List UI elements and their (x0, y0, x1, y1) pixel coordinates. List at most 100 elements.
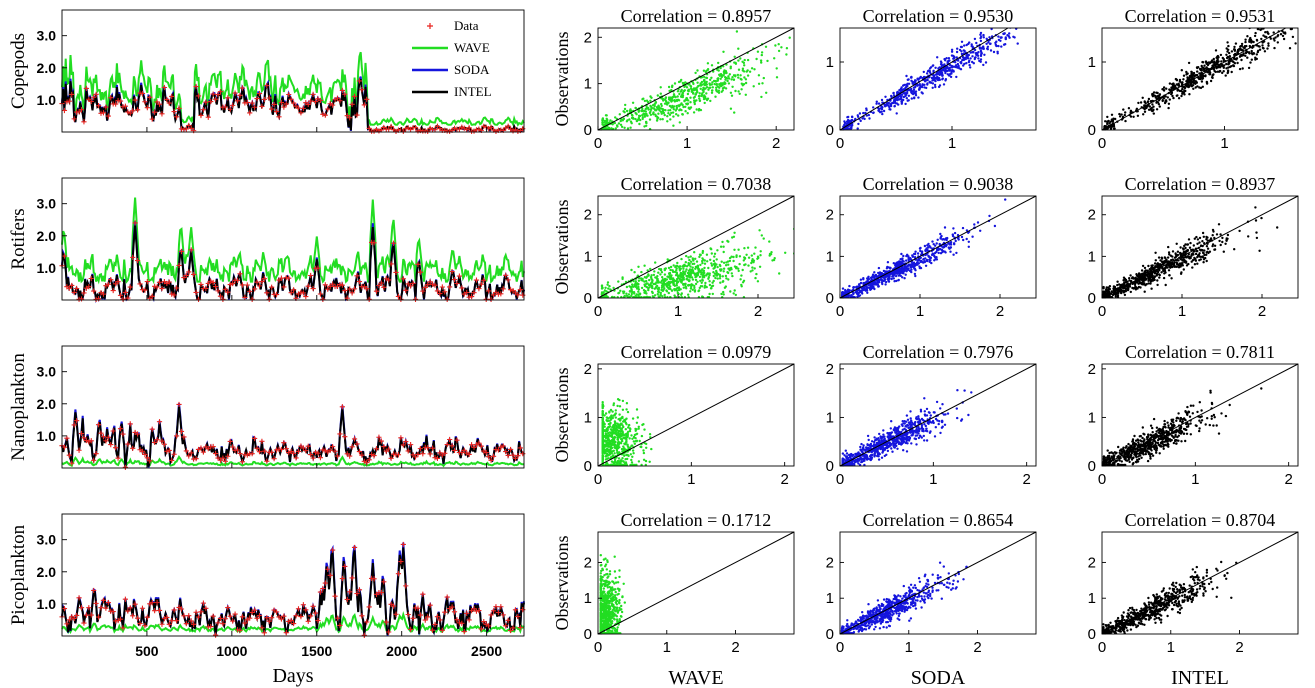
scatter-point (1178, 251, 1182, 255)
scatter-point (1221, 236, 1224, 240)
scatter-point (904, 83, 908, 87)
data-point (186, 453, 192, 459)
scatter-point (884, 95, 887, 99)
scatter-point (1152, 108, 1155, 111)
scatter-point (1198, 67, 1202, 71)
scatter-point (975, 41, 978, 45)
data-point (249, 451, 255, 457)
scatter-point (924, 264, 928, 267)
data-point (322, 112, 328, 118)
data-point (188, 125, 194, 131)
data-point (495, 447, 502, 453)
data-point (252, 104, 258, 110)
scatter-point (1193, 237, 1197, 240)
scatter-point (1176, 94, 1179, 97)
scatter-point (612, 127, 615, 130)
data-point (110, 428, 116, 434)
scatter-point (904, 273, 907, 276)
scatter-point (679, 275, 682, 278)
scatter-point (979, 229, 982, 232)
scatter-point (1133, 281, 1136, 285)
scatter-point (731, 85, 734, 89)
data-point (493, 128, 499, 134)
scatter-point (930, 261, 933, 265)
scatter-point (690, 283, 693, 286)
data-point (300, 602, 306, 608)
data-point (249, 609, 255, 616)
scatter-point (666, 115, 669, 118)
scatter-point (1282, 31, 1285, 34)
data-point (227, 281, 233, 288)
scatter-point (903, 277, 906, 280)
data-point (232, 611, 238, 617)
scatter-point (1240, 44, 1244, 48)
scatter-point (1201, 77, 1204, 81)
scatter-point (879, 107, 883, 110)
scatter-point (620, 125, 624, 128)
scatter-point (914, 81, 917, 84)
scatter-point (997, 44, 1000, 48)
data-point (273, 447, 280, 453)
scatter-point (1201, 85, 1205, 89)
scatter-point (628, 285, 631, 288)
data-point (159, 111, 165, 117)
legend-label-wave: WAVE (454, 40, 490, 55)
data-point (449, 604, 455, 610)
y-tick-label: 1 (826, 54, 834, 71)
correlation-title: Correlation = 0.7038 (621, 174, 772, 194)
scatter-point (685, 278, 688, 281)
scatter-point (1210, 76, 1214, 79)
data-point (320, 585, 326, 592)
data-point (395, 452, 402, 458)
scatter-point (617, 280, 620, 283)
scatter-point (722, 245, 725, 248)
scatter-point (965, 62, 968, 65)
data-point (203, 99, 209, 105)
scatter-point (657, 105, 660, 108)
scatter-point (694, 267, 697, 270)
scatter-point (697, 296, 701, 298)
scatter-point (866, 291, 869, 294)
scatter-point (810, 51, 812, 53)
data-point (351, 436, 358, 442)
data-point (120, 431, 126, 437)
scatter-point (727, 263, 730, 266)
scatter-point (1147, 108, 1151, 112)
data-point (310, 455, 316, 461)
scatter-point (641, 114, 644, 117)
scatter-point (679, 288, 682, 291)
data-point (300, 105, 306, 111)
data-point (425, 614, 431, 620)
data-point (217, 293, 224, 299)
scatter-point (889, 266, 892, 270)
scatter-point (884, 280, 888, 284)
scatter-point (688, 262, 691, 266)
data-point (278, 99, 285, 106)
scatter-point (643, 115, 646, 118)
data-point (76, 595, 82, 601)
scatter-point (1264, 31, 1267, 34)
data-point (142, 99, 148, 105)
data-point (147, 94, 153, 100)
y-tick-label: 2.0 (37, 228, 57, 244)
scatter-point (791, 25, 793, 27)
scatter-point (902, 84, 905, 87)
axes-frame (839, 195, 1037, 299)
scatter-point (649, 108, 653, 112)
data-point (395, 293, 402, 300)
scatter-point (765, 91, 768, 95)
data-point (400, 442, 406, 448)
data-point (320, 447, 326, 453)
scatter-point (689, 287, 693, 290)
scatter-point (962, 238, 965, 242)
scatter-point (1174, 252, 1177, 255)
scatter-point (875, 100, 878, 103)
scatter-point (1190, 81, 1194, 84)
scatter-point (712, 70, 715, 73)
scatter-point (650, 274, 653, 277)
data-point (212, 284, 219, 290)
scatter-point (916, 252, 920, 255)
scatter-point (856, 114, 859, 117)
scatter-point (690, 271, 693, 274)
